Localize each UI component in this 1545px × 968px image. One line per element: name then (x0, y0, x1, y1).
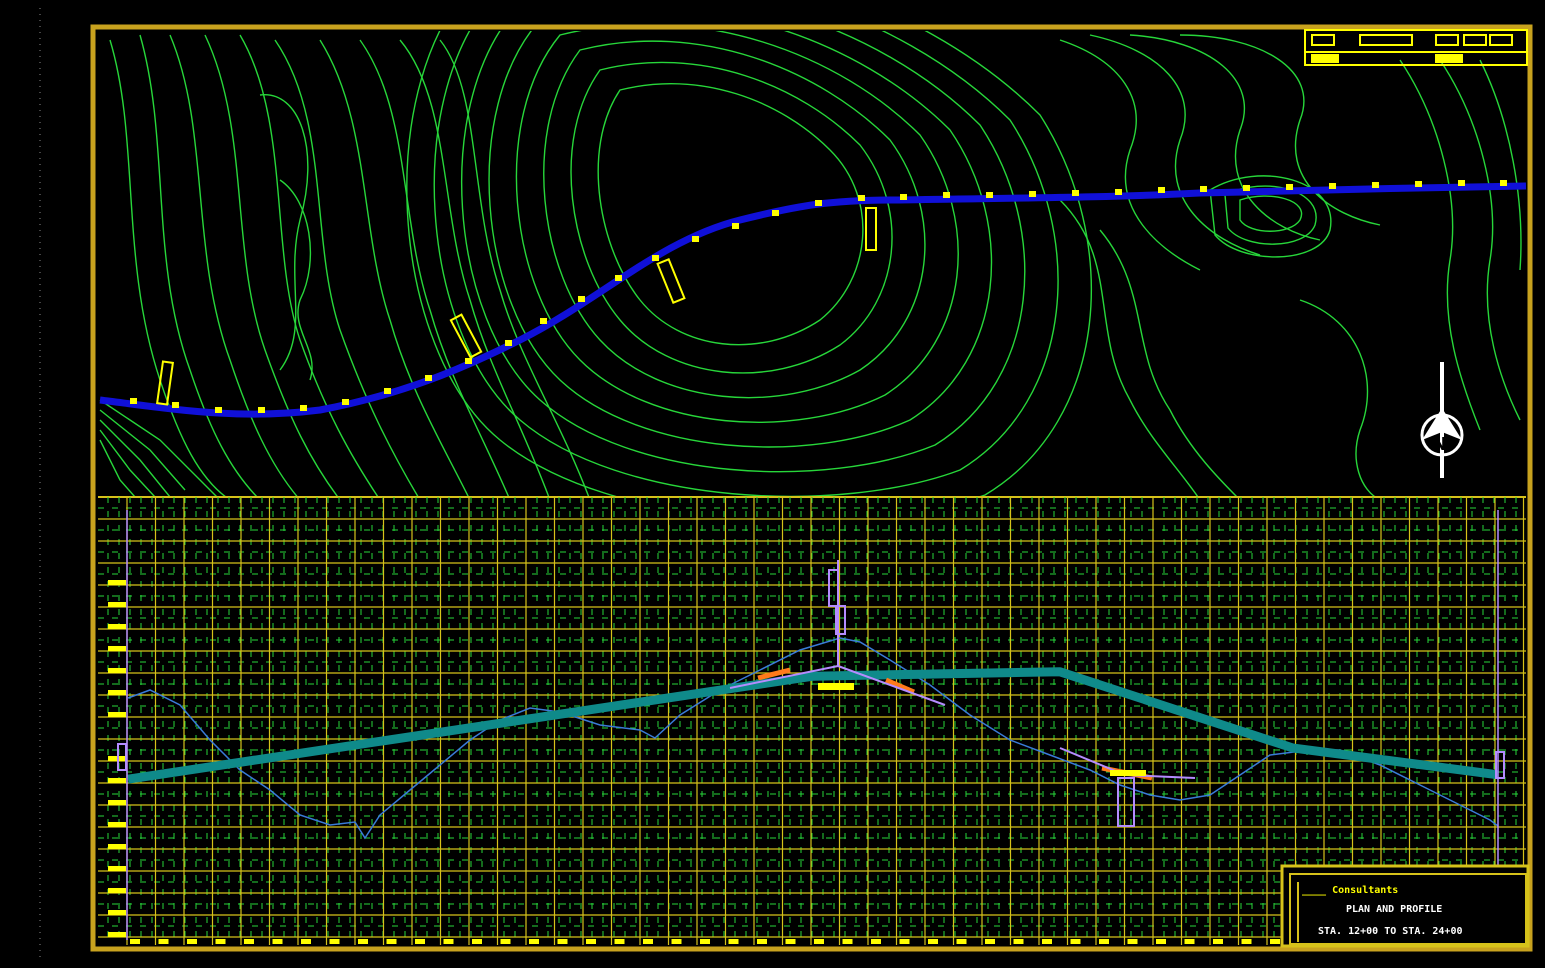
station-tick (301, 939, 311, 944)
station-tick (415, 939, 425, 944)
station-tick (1042, 939, 1052, 944)
station-tick (158, 939, 169, 944)
station-tick (215, 939, 226, 944)
plan-view: N (99, 29, 1528, 497)
title-block-title: PLAN AND PROFILE (1346, 904, 1442, 915)
north-arrow-icon: N (1420, 362, 1464, 478)
existing-ground-line (127, 637, 1499, 840)
station-tick (814, 939, 824, 944)
station-tick (586, 939, 596, 944)
station-tick (1127, 939, 1138, 944)
station-tick (1099, 939, 1109, 944)
station-tick (1156, 939, 1166, 944)
station-tick (614, 939, 625, 944)
station-tick (928, 939, 938, 944)
sheet-border (90, 24, 1533, 952)
station-tick (1270, 939, 1280, 944)
station-tick (985, 939, 995, 944)
station-tick (472, 939, 482, 944)
station-tick (1241, 939, 1252, 944)
station-tick (757, 939, 767, 944)
station-tick (329, 939, 340, 944)
north-arrow-label: N (1432, 434, 1447, 455)
station-tick (1070, 939, 1081, 944)
station-tick (1184, 939, 1195, 944)
title-block-station-range: STA. 12+00 TO STA. 24+00 (1318, 926, 1463, 937)
station-label-boxes (155, 207, 877, 406)
station-tick (358, 939, 368, 944)
station-tick (842, 939, 853, 944)
station-tick (1213, 939, 1223, 944)
station-tick (1013, 939, 1024, 944)
proposed-grade-line (127, 667, 1499, 784)
vertical-curve-labels (818, 683, 1146, 776)
station-tick (643, 939, 653, 944)
elevation-ticks (108, 580, 126, 937)
station-tick (899, 939, 910, 944)
station-tick (500, 939, 511, 944)
station-tick (443, 939, 454, 944)
station-tick (130, 939, 140, 944)
title-block-company: ____ Consultants (1302, 885, 1398, 896)
station-tick (187, 939, 197, 944)
station-tick (272, 939, 283, 944)
station-tick (956, 939, 967, 944)
station-tick (557, 939, 568, 944)
topographic-contours (99, 31, 1522, 497)
station-tick (728, 939, 739, 944)
station-tick (671, 939, 682, 944)
station-tick (785, 939, 796, 944)
station-ticks (130, 939, 1309, 944)
station-tick (871, 939, 881, 944)
station-tick (529, 939, 539, 944)
station-tick (386, 939, 397, 944)
road-alignment-centerline (99, 182, 1527, 418)
plan-legend-stamp (1304, 29, 1528, 66)
title-block: ____ Consultants PLAN AND PROFILE STA. 1… (1280, 864, 1530, 948)
station-tick (700, 939, 710, 944)
vertical-curve-markers (117, 560, 1505, 827)
station-tick (244, 939, 254, 944)
station-markers (130, 180, 1507, 413)
